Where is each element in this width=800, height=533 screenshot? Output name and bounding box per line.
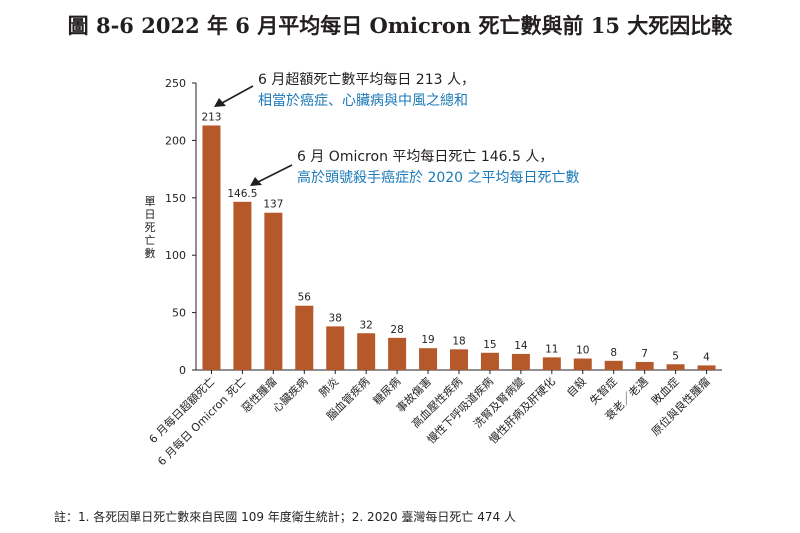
bar bbox=[697, 365, 716, 370]
bar-value-label: 10 bbox=[576, 345, 589, 357]
y-tick-label: 150 bbox=[165, 192, 186, 205]
chart-bars: 213 146.5 137 56 38 32 28 19 18 15 14 11 10 8 7 5 4 bbox=[201, 111, 716, 370]
bar bbox=[326, 326, 345, 370]
bar bbox=[450, 349, 468, 370]
annotation-1-arrow bbox=[221, 85, 254, 104]
y-tick-label: 250 bbox=[165, 77, 186, 90]
annotation-2-line2: 高於頭號殺手癌症於 2020 之平均每日死亡數 bbox=[297, 169, 580, 186]
bar bbox=[357, 333, 376, 370]
bar-value-label: 19 bbox=[421, 334, 434, 346]
bar bbox=[542, 357, 561, 370]
bar-value-label: 137 bbox=[263, 199, 283, 211]
bar-value-label: 5 bbox=[672, 350, 679, 362]
x-tick-label: 肺炎 bbox=[317, 375, 342, 400]
annotation-2-arrowhead bbox=[250, 177, 262, 186]
bar bbox=[233, 201, 252, 370]
bar bbox=[573, 358, 592, 370]
footnote: 註：1. 各死因單日死亡數來自民國 109 年度衛生統計；2. 2020 臺灣每… bbox=[54, 510, 516, 524]
bar bbox=[666, 364, 685, 370]
y-tick-label: 200 bbox=[165, 134, 186, 147]
bar-value-label: 14 bbox=[514, 340, 528, 352]
bar-value-label: 4 bbox=[703, 351, 710, 363]
annotation-1-line1: 6 月超額死亡數平均每日 213 人， bbox=[258, 72, 475, 88]
chart-annotations: 6 月超額死亡數平均每日 213 人， 相當於癌症、心臟病與中風之總和 6 月 … bbox=[214, 72, 580, 186]
bar bbox=[635, 361, 654, 370]
bar-value-label: 18 bbox=[452, 335, 465, 347]
bar-value-label: 56 bbox=[298, 292, 312, 304]
annotation-2-arrow bbox=[257, 164, 293, 183]
bar bbox=[264, 212, 283, 370]
bar-value-label: 15 bbox=[483, 339, 496, 351]
bar bbox=[388, 337, 407, 370]
bar bbox=[480, 352, 499, 370]
y-axis-label: 單日死亡數 bbox=[145, 195, 156, 260]
bar-value-label: 11 bbox=[545, 343, 558, 355]
x-tick-label: 自殺 bbox=[563, 374, 588, 399]
annotation-2-line1: 6 月 Omicron 平均每日死亡 146.5 人， bbox=[297, 149, 553, 165]
bar-value-label: 213 bbox=[201, 111, 221, 123]
bar bbox=[511, 353, 530, 370]
bar-value-label: 8 bbox=[610, 347, 617, 359]
bar bbox=[604, 360, 623, 370]
bar-value-label: 146.5 bbox=[227, 188, 257, 200]
bar bbox=[202, 125, 221, 370]
figure-title: 圖 8-6 2022 年 6 月平均每日 Omicron 死亡數與前 15 大死… bbox=[67, 13, 733, 38]
bar-value-label: 32 bbox=[359, 319, 372, 331]
bar bbox=[419, 348, 438, 370]
bar-value-label: 28 bbox=[390, 324, 403, 336]
bar-value-label: 38 bbox=[329, 312, 342, 324]
bar bbox=[295, 305, 314, 370]
y-tick-label: 0 bbox=[179, 364, 186, 377]
y-tick-label: 50 bbox=[172, 307, 186, 320]
bar-value-label: 7 bbox=[641, 348, 648, 360]
y-tick-label: 100 bbox=[165, 249, 186, 262]
annotation-1-line2: 相當於癌症、心臟病與中風之總和 bbox=[258, 92, 468, 109]
annotation-1-arrowhead bbox=[214, 98, 226, 107]
